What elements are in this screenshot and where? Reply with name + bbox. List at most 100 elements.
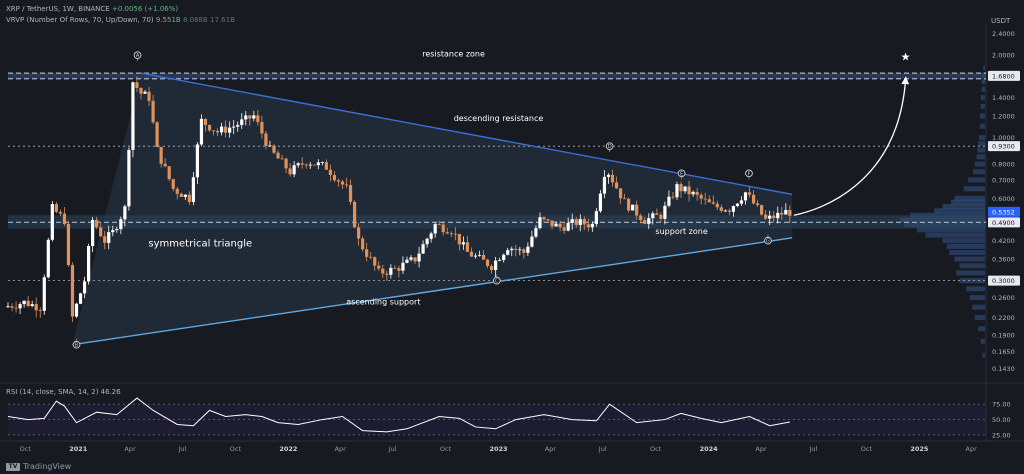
volume-profile-bar xyxy=(978,326,985,332)
time-tick: 2021 xyxy=(69,445,88,453)
candle-body xyxy=(78,293,83,304)
candle-body xyxy=(203,118,208,125)
candle-body xyxy=(26,300,30,307)
price-label-box xyxy=(988,217,1020,228)
volume-profile-bar xyxy=(942,238,985,244)
candle-body xyxy=(485,259,490,266)
candle-body xyxy=(50,204,54,240)
candle-body xyxy=(82,281,87,294)
candle-body xyxy=(574,219,578,225)
pivot-label: C xyxy=(495,279,499,285)
candle-body xyxy=(248,115,252,119)
candle-body xyxy=(397,268,401,271)
candle-body xyxy=(727,210,731,212)
candle-body xyxy=(437,224,441,225)
candle-body xyxy=(280,158,284,160)
candle-body xyxy=(171,179,175,189)
candle-body xyxy=(558,223,562,228)
candle-body xyxy=(711,202,715,204)
pivot-marker xyxy=(133,51,142,60)
candle-body xyxy=(361,238,365,250)
candle-body xyxy=(425,238,429,245)
candle-body xyxy=(155,122,159,147)
candle-body xyxy=(316,162,320,166)
volume-profile-bar xyxy=(978,141,985,147)
pivot-label: A xyxy=(136,53,140,59)
candle-body xyxy=(614,182,619,189)
vrvp-line: VRVP (Number Of Rows, 70, Up/Down, 70) xyxy=(6,16,154,24)
candle-body xyxy=(240,119,244,125)
candle-body xyxy=(389,267,393,275)
price-label: 0.3000 xyxy=(992,277,1015,285)
candle-body xyxy=(187,194,191,203)
volume-profile-bar xyxy=(980,95,985,101)
candle-body xyxy=(30,304,34,307)
candle-body xyxy=(655,213,659,215)
time-tick: 2022 xyxy=(279,445,297,453)
target-star-icon: ★ xyxy=(901,50,911,63)
candle-body xyxy=(554,223,558,227)
candle-body xyxy=(38,310,42,312)
price-tick: 2.4000 xyxy=(992,30,1015,38)
time-tick: Oct xyxy=(650,445,662,453)
candle-body xyxy=(743,192,748,201)
candle-body xyxy=(570,219,574,223)
candle-body xyxy=(127,149,131,207)
volume-profile-bar xyxy=(900,217,985,223)
candle-body xyxy=(6,306,10,308)
candle-body xyxy=(54,204,58,212)
price-tick: 1.2000 xyxy=(992,112,1015,120)
price-tick: 0.1900 xyxy=(992,331,1015,339)
price-tick: 0.3600 xyxy=(992,255,1015,263)
candle-body xyxy=(465,242,470,252)
candle-body xyxy=(453,233,457,235)
pivot-label: D xyxy=(608,144,612,150)
candle-body xyxy=(320,162,324,163)
price-change: +0.0056 (+1.06%) xyxy=(111,5,179,13)
volume-profile-bar xyxy=(977,147,985,153)
volume-profile-bar xyxy=(979,135,985,141)
candle-body xyxy=(703,198,707,200)
candle-body xyxy=(175,188,179,194)
tradingview-brand[interactable]: TV TradingView xyxy=(6,462,71,471)
candle-body xyxy=(594,211,598,224)
candle-body xyxy=(429,233,433,239)
volume-profile-bar xyxy=(959,263,985,269)
candle-body xyxy=(131,82,135,150)
rsi-pane: 75.00 50.00 25.00 xyxy=(7,397,1011,439)
volume-profile-bar xyxy=(982,71,985,77)
candle-body xyxy=(365,249,369,257)
tradingview-name: TradingView xyxy=(23,462,72,471)
candle-body xyxy=(244,115,248,120)
time-tick: Jul xyxy=(388,445,397,453)
candle-body xyxy=(469,251,474,257)
time-tick: Oct xyxy=(440,445,452,453)
candle-body xyxy=(288,168,292,175)
candle-body xyxy=(687,186,691,195)
candle-body xyxy=(236,124,240,127)
volume-profile-bar xyxy=(980,103,985,109)
candle-body xyxy=(647,218,651,224)
candle-body xyxy=(546,219,550,221)
time-tick: Jul xyxy=(809,445,818,453)
candle-body xyxy=(357,227,361,239)
candle-body xyxy=(139,87,143,94)
candle-body xyxy=(119,219,123,230)
candle-body xyxy=(14,307,18,309)
candle-body xyxy=(566,222,570,231)
candle-body xyxy=(232,126,236,128)
candle-body xyxy=(659,214,663,219)
volume-profile-bar xyxy=(956,270,985,276)
candle-body xyxy=(304,164,308,166)
price-tick: 0.8000 xyxy=(992,161,1015,169)
candle-body xyxy=(772,215,776,219)
volume-profile-bar xyxy=(980,338,985,344)
volume-profile-bar xyxy=(981,79,985,85)
time-tick: Apr xyxy=(545,445,557,453)
candle-body xyxy=(300,163,304,165)
candle-body xyxy=(691,191,695,195)
candle-body xyxy=(695,191,699,195)
candle-body xyxy=(635,204,639,216)
candle-body xyxy=(66,223,71,266)
volume-profile-bar xyxy=(904,222,985,228)
